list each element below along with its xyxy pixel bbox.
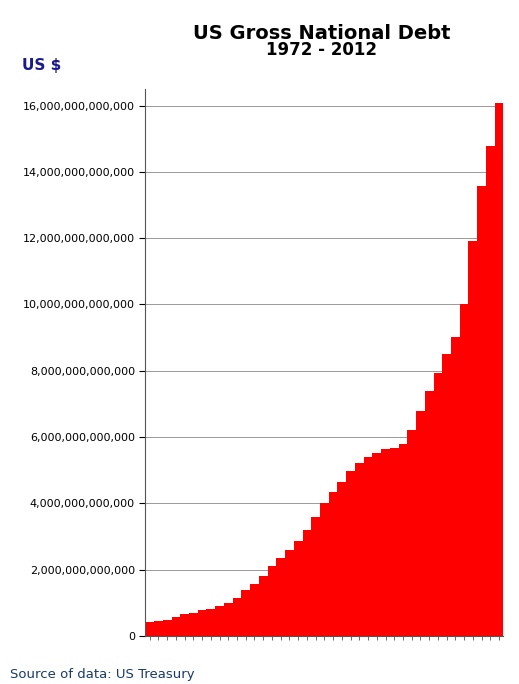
Bar [355,463,364,636]
Bar [285,550,294,636]
Bar [145,622,154,636]
Bar [373,453,381,636]
Bar [268,566,276,636]
Bar [451,337,460,636]
Bar [215,606,224,636]
Bar [416,411,425,636]
Bar [171,617,180,636]
Bar [477,186,486,636]
Bar [425,391,433,636]
Bar [276,558,285,636]
Bar [469,241,477,636]
Bar [381,449,390,636]
Text: Source of data: US Treasury: Source of data: US Treasury [10,668,195,681]
Bar [486,146,495,636]
Bar [163,620,171,636]
Bar [250,584,259,636]
Bar [460,304,469,636]
Bar [154,620,163,636]
Bar [311,517,320,636]
Text: US Gross National Debt: US Gross National Debt [193,24,450,43]
Bar [346,471,355,636]
Bar [303,530,311,636]
Bar [233,598,241,636]
Bar [198,610,207,636]
Bar [320,503,329,636]
Bar [407,430,416,636]
Text: 1972 - 2012: 1972 - 2012 [266,41,377,59]
Bar [294,541,303,636]
Bar [337,482,346,636]
Bar [399,443,407,636]
Bar [180,614,189,636]
Bar [189,613,198,636]
Bar [329,492,337,636]
Bar [433,373,442,636]
Text: US $: US $ [22,58,61,73]
Bar [364,457,373,636]
Bar [241,590,250,636]
Bar [390,448,399,636]
Bar [207,609,215,636]
Bar [259,576,268,636]
Bar [224,603,233,636]
Bar [442,354,451,636]
Bar [495,103,503,636]
